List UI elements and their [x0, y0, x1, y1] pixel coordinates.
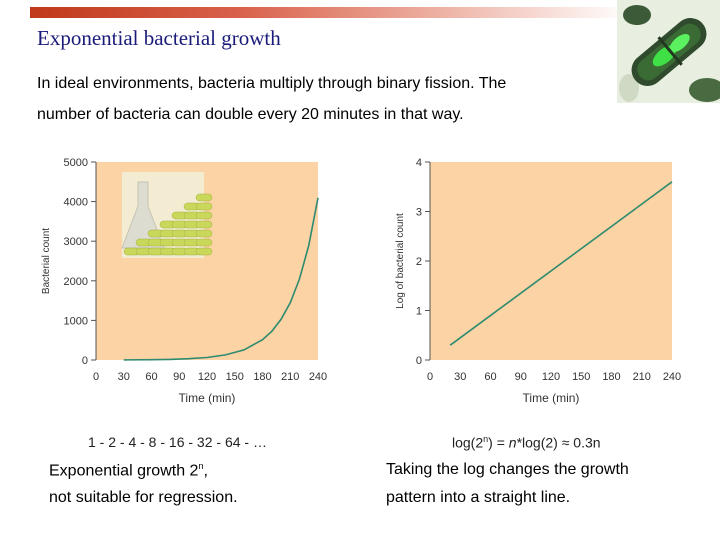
x-tick-label: 60: [484, 371, 496, 383]
intro-line-1: In ideal environments, bacteria multiply…: [37, 75, 507, 92]
x-tick-label: 240: [309, 371, 327, 383]
bacteria-micrograph-image: [617, 0, 720, 103]
log-formula: log(2n) = n*log(2) ≈ 0.3n: [452, 434, 601, 451]
x-tick-label: 0: [427, 371, 433, 383]
left-caption-line-1: Exponential growth 2n,: [49, 461, 208, 480]
y-tick-label: 2: [416, 256, 422, 268]
title-accent-bar: [30, 7, 630, 18]
bacterial-count-chart: 0 1000 2000 3000 4000 5000 0 30 60 90 120 150 180 210…: [41, 157, 327, 405]
y-tick-label: 4: [416, 157, 422, 169]
caption-exponent: n: [198, 461, 204, 471]
intro-text: In ideal environments, bacteria multiply…: [37, 68, 597, 130]
x-tick-label: 60: [145, 371, 157, 383]
growth-series-line: [449, 181, 673, 346]
x-tick-label: 180: [253, 371, 271, 383]
x-tick-label: 210: [281, 371, 299, 383]
y-tick-label: 3: [416, 207, 422, 219]
bacterium-pellet: [195, 229, 213, 238]
y-axis-label: Log of bacterial count: [395, 213, 406, 309]
x-tick-label: 30: [118, 371, 130, 383]
x-tick-label: 120: [542, 371, 560, 383]
log-bacterial-count-chart: 0 1 2 3 4 0 30 60 90 120 150 180 210 240 Time (min) Log…: [395, 157, 681, 405]
plot-area: [430, 162, 672, 360]
formula-exponent: n: [483, 434, 489, 444]
formula-part: log(2: [452, 434, 484, 451]
culture-illustration: [121, 172, 213, 258]
growth-series-line: [123, 197, 319, 361]
x-tick-label: 150: [572, 371, 590, 383]
caption-text: Exponential growth 2: [49, 462, 199, 480]
intro-line-2: number of bacteria can double every 20 m…: [37, 106, 464, 123]
bacterium-pellet: [195, 211, 213, 220]
bacterium-pellet: [195, 220, 213, 229]
x-tick-label: 150: [226, 371, 244, 383]
x-axis-label: Time (min): [523, 391, 580, 405]
bacterium-pellet: [195, 202, 213, 211]
x-tick-label: 0: [93, 371, 99, 383]
y-tick-label: 4000: [64, 197, 88, 209]
x-tick-label: 90: [515, 371, 527, 383]
formula-part: *log(2) ≈ 0.3n: [516, 434, 601, 451]
x-tick-label: 30: [454, 371, 466, 383]
formula-part: ) =: [488, 434, 509, 451]
right-caption-line-1: Taking the log changes the growth: [386, 461, 629, 478]
y-axis-label: Bacterial count: [41, 228, 52, 294]
y-tick-label: 1000: [64, 315, 88, 327]
left-caption-line-2: not suitable for regression.: [49, 489, 238, 506]
x-axis-label: Time (min): [179, 391, 236, 405]
y-tick-label: 2000: [64, 276, 88, 288]
y-tick-label: 3000: [64, 236, 88, 248]
x-tick-label: 120: [198, 371, 216, 383]
slide-title: Exponential bacterial growth: [37, 26, 281, 50]
right-caption-line-2: pattern into a straight line.: [386, 489, 571, 506]
x-tick-label: 180: [602, 371, 620, 383]
y-tick-label: 5000: [64, 157, 88, 169]
bacterium-pellet: [195, 193, 213, 202]
caption-text: ,: [203, 462, 208, 480]
x-tick-label: 240: [663, 371, 681, 383]
y-tick-label: 0: [82, 355, 88, 367]
y-tick-label: 0: [416, 355, 422, 367]
doubling-sequence: 1 - 2 - 4 - 8 - 16 - 32 - 64 - …: [88, 434, 267, 450]
x-tick-label: 90: [173, 371, 185, 383]
formula-variable: n: [508, 434, 517, 451]
y-tick-label: 1: [416, 306, 422, 318]
bacterium-pellet: [195, 238, 213, 247]
x-tick-label: 210: [633, 371, 651, 383]
bacterium-pellet: [195, 247, 213, 256]
